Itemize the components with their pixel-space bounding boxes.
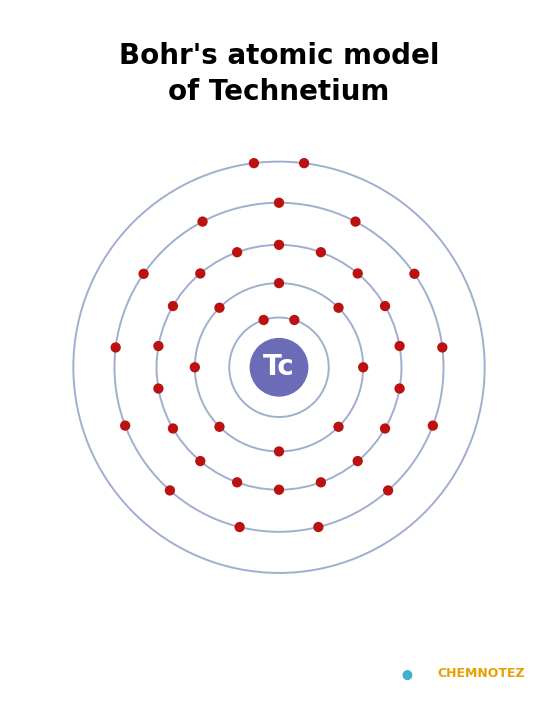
Point xyxy=(384,485,393,496)
Point xyxy=(154,383,163,394)
Point xyxy=(196,456,205,467)
Point xyxy=(154,340,163,352)
Point xyxy=(395,383,404,394)
Text: CHEMNOTEZ: CHEMNOTEZ xyxy=(437,666,525,680)
Point xyxy=(410,268,419,279)
Point xyxy=(429,420,437,431)
Point xyxy=(215,302,224,313)
Point xyxy=(215,421,224,432)
Point xyxy=(169,423,177,434)
Point xyxy=(316,477,325,488)
Point xyxy=(233,477,242,488)
Point xyxy=(359,362,368,373)
Point xyxy=(275,197,283,208)
Point xyxy=(275,484,283,496)
Point xyxy=(290,314,299,326)
Point xyxy=(235,522,244,533)
Point xyxy=(438,342,447,353)
Point xyxy=(196,268,205,279)
Point xyxy=(121,420,129,431)
Point xyxy=(259,314,268,326)
Point xyxy=(198,216,207,227)
Point xyxy=(353,456,362,467)
Point xyxy=(111,342,120,353)
Point xyxy=(314,522,323,533)
Text: Tc: Tc xyxy=(263,353,295,381)
Point xyxy=(275,277,283,289)
Point xyxy=(381,423,389,434)
Text: ⬤: ⬤ xyxy=(402,669,412,680)
Point xyxy=(275,239,283,251)
Point xyxy=(395,340,404,352)
Point xyxy=(275,446,283,457)
Point xyxy=(139,268,148,279)
Point xyxy=(353,268,362,279)
Circle shape xyxy=(251,338,307,396)
Point xyxy=(316,246,325,258)
Point xyxy=(165,485,174,496)
Point xyxy=(334,421,343,432)
Point xyxy=(249,157,258,168)
Point xyxy=(381,300,389,312)
Point xyxy=(233,246,242,258)
Point xyxy=(169,300,177,312)
Point xyxy=(351,216,360,227)
Point xyxy=(300,157,309,168)
Point xyxy=(190,362,199,373)
Point xyxy=(334,302,343,313)
Text: Bohr's atomic model
of Technetium: Bohr's atomic model of Technetium xyxy=(119,42,439,106)
